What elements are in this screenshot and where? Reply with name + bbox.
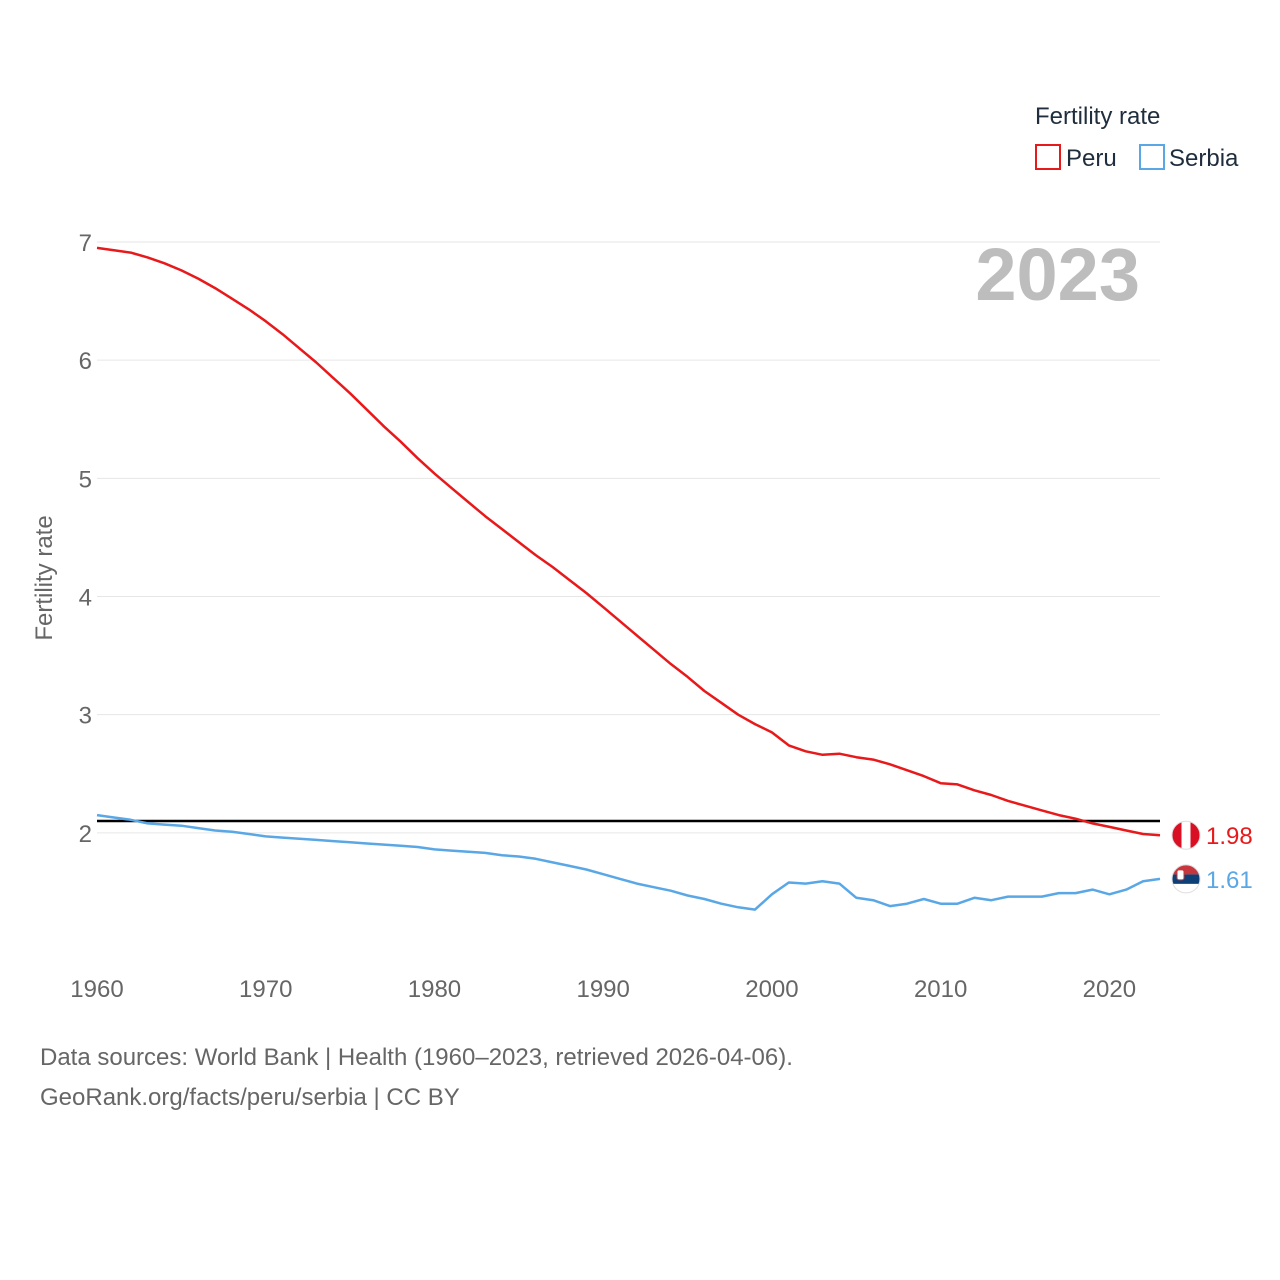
- end-label-serbia: 1.61: [1206, 867, 1253, 894]
- y-tick-label-7: 7: [79, 230, 92, 257]
- y-tick-label-2: 2: [79, 821, 92, 848]
- series-line-peru[interactable]: [96, 246, 1161, 837]
- x-tick-label-1990: 1990: [576, 976, 629, 1003]
- x-tick-label-2010: 2010: [914, 976, 967, 1003]
- legend-title: Fertility rate: [1035, 103, 1160, 130]
- legend-item-peru[interactable]: Peru: [1035, 144, 1117, 172]
- y-tick-label-4: 4: [79, 585, 92, 612]
- flag-marker-peru: [1171, 820, 1201, 850]
- legend-item-serbia[interactable]: Serbia: [1139, 144, 1239, 172]
- year-stamp: 2023: [975, 233, 1140, 316]
- series-line-serbia[interactable]: [96, 813, 1161, 911]
- credit-note[interactable]: GeoRank.org/facts/peru/serbia | CC BY: [40, 1084, 460, 1111]
- series-end-markers: 1.98 1.61: [1171, 820, 1253, 894]
- legend-label-peru: Peru: [1066, 145, 1117, 172]
- y-axis-title: Fertility rate: [31, 515, 58, 640]
- end-label-peru: 1.98: [1206, 823, 1253, 850]
- flag-marker-serbia: [1171, 864, 1201, 894]
- source-note: Data sources: World Bank | Health (1960–…: [40, 1044, 793, 1071]
- y-axis-ticks: 2 3 4 5 6 7: [79, 230, 92, 848]
- x-tick-label-2020: 2020: [1083, 976, 1136, 1003]
- gridlines: [97, 241, 1160, 834]
- series-lines: [96, 246, 1161, 911]
- y-tick-label-6: 6: [79, 348, 92, 375]
- x-tick-label-1980: 1980: [408, 976, 461, 1003]
- x-tick-label-1970: 1970: [239, 976, 292, 1003]
- x-axis-ticks: 1960 1970 1980 1990 2000 2010 2020: [70, 976, 1136, 1003]
- x-tick-label-2000: 2000: [745, 976, 798, 1003]
- x-tick-label-1960: 1960: [70, 976, 123, 1003]
- y-tick-label-5: 5: [79, 466, 92, 493]
- legend-swatch-serbia: [1139, 144, 1165, 170]
- legend-swatch-peru: [1035, 144, 1061, 170]
- y-tick-label-3: 3: [79, 703, 92, 730]
- legend-label-serbia: Serbia: [1169, 145, 1239, 172]
